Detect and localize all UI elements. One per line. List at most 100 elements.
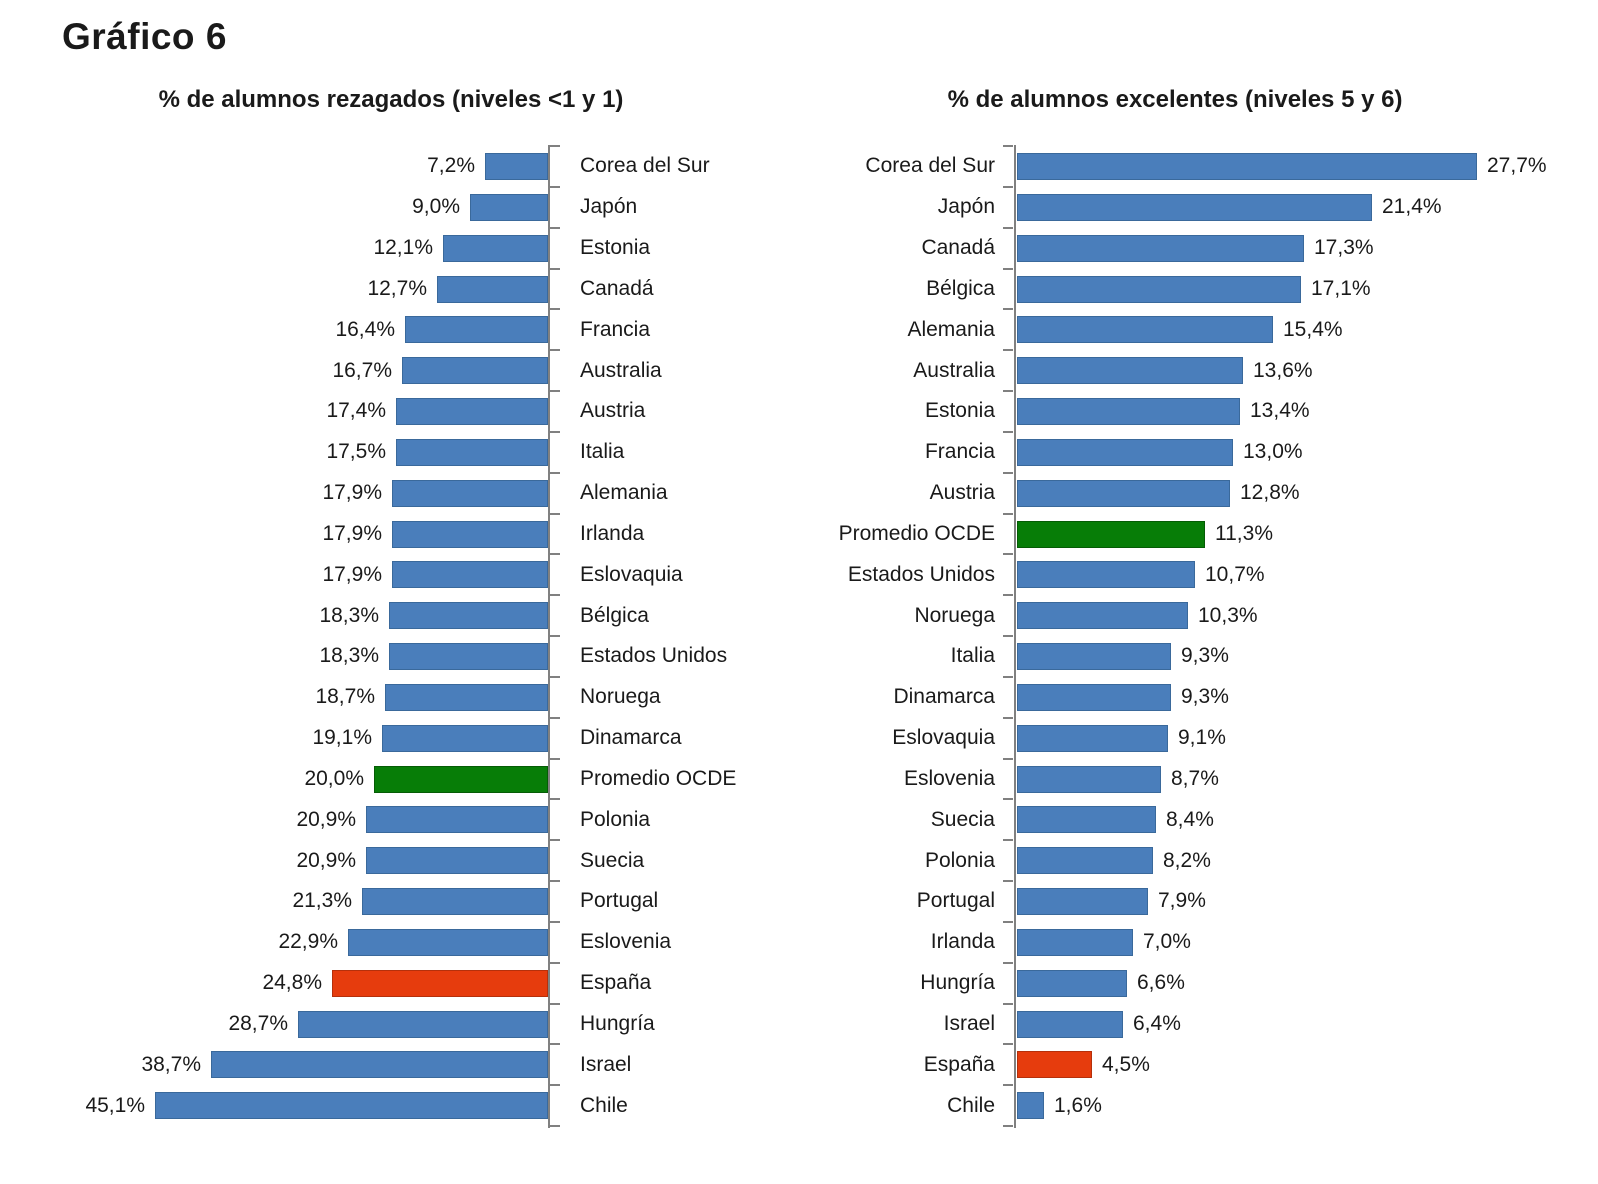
value-label: 13,4% — [1250, 399, 1310, 423]
value-label: 17,1% — [1311, 276, 1371, 300]
axis-tick — [1003, 717, 1013, 719]
category-label: Japón — [580, 195, 638, 219]
category-labels-excelentes: Corea del Sur Japón Canadá Bélgica Alemania A… — [752, 146, 995, 1126]
axis-tick — [550, 1084, 560, 1086]
bar — [405, 316, 548, 344]
axis-tick — [550, 390, 560, 392]
bar — [437, 275, 548, 303]
bar — [443, 234, 548, 262]
bar — [396, 398, 548, 425]
category-label: Promedio OCDE — [838, 521, 995, 545]
category-label: Canadá — [921, 236, 995, 260]
page-title: Gráfico 6 — [62, 16, 227, 57]
bar — [1017, 683, 1171, 711]
bar — [1017, 398, 1240, 425]
bar — [1017, 643, 1171, 670]
value-label: 8,7% — [1171, 766, 1219, 790]
value-label: 20,9% — [296, 848, 356, 872]
value-label: 45,1% — [85, 1093, 145, 1117]
bar — [382, 724, 548, 752]
category-label: Israel — [943, 1011, 995, 1035]
axis-tick — [550, 513, 560, 515]
bar-row: 7,0% — [1017, 922, 1477, 963]
bar — [1017, 561, 1195, 589]
bar-row: 1,6% — [1017, 1085, 1477, 1126]
bar-row: 17,9% — [155, 554, 548, 595]
axis-ticks-rezagados — [550, 145, 560, 1127]
axis-tick — [550, 1043, 560, 1045]
category-label: Hungría — [920, 971, 995, 995]
axis-tick — [1003, 635, 1013, 637]
category-label: Australia — [913, 358, 995, 382]
bar-row: 18,3% — [155, 636, 548, 677]
value-label: 21,3% — [292, 889, 352, 913]
category-label: Noruega — [580, 685, 661, 709]
value-label: 38,7% — [141, 1052, 201, 1076]
category-label: Italia — [950, 644, 995, 668]
value-label: 15,4% — [1283, 317, 1343, 341]
value-label: 27,7% — [1487, 154, 1547, 178]
bar-row: 17,1% — [1017, 269, 1477, 310]
bar — [392, 479, 548, 507]
bar — [1017, 316, 1273, 344]
bar — [392, 561, 548, 589]
category-label: Austria — [929, 481, 995, 505]
bar — [1017, 1010, 1123, 1038]
value-label: 10,7% — [1205, 562, 1265, 586]
axis-ticks-excelentes — [1003, 145, 1013, 1127]
axis-tick — [1003, 1125, 1013, 1127]
category-label: Eslovenia — [580, 930, 672, 954]
category-label: Eslovaquia — [892, 726, 995, 750]
bar-row: 13,0% — [1017, 432, 1477, 473]
category-label: Hungría — [580, 1011, 655, 1035]
bar-row: 21,4% — [1017, 187, 1477, 228]
bar — [389, 643, 548, 670]
category-label: Italia — [580, 440, 625, 464]
bar — [1017, 479, 1230, 507]
bar — [402, 357, 548, 385]
bar — [374, 765, 548, 793]
bar — [1017, 969, 1127, 997]
axis-tick — [1003, 962, 1013, 964]
category-label: España — [580, 971, 652, 995]
category-label: Chile — [947, 1093, 995, 1117]
category-label: Estados Unidos — [580, 644, 728, 668]
category-label: Polonia — [580, 807, 651, 831]
axis-tick — [1003, 268, 1013, 270]
axis-tick — [550, 758, 560, 760]
axis-tick — [1003, 880, 1013, 882]
bar — [1017, 1051, 1092, 1079]
axis-tick — [550, 921, 560, 923]
value-label: 20,0% — [304, 766, 364, 790]
category-label: Suecia — [930, 807, 995, 831]
bar-row: 8,4% — [1017, 799, 1477, 840]
value-label: 17,3% — [1314, 236, 1374, 260]
category-label: Francia — [924, 440, 995, 464]
chart-title-rezagados: % de alumnos rezagados (niveles <1 y 1) — [158, 86, 624, 113]
axis-tick — [1003, 308, 1013, 310]
axis-tick — [1003, 594, 1013, 596]
axis-tick — [550, 676, 560, 678]
axis-tick — [1003, 390, 1013, 392]
bar — [366, 847, 548, 875]
bar-row: 8,2% — [1017, 840, 1477, 881]
bar-row: 20,9% — [155, 799, 548, 840]
bar — [385, 683, 548, 711]
axis-tick — [1003, 839, 1013, 841]
bar-row: 20,9% — [155, 840, 548, 881]
category-label: Portugal — [580, 889, 659, 913]
value-label: 17,4% — [326, 399, 386, 423]
bar — [362, 888, 548, 915]
category-label: Portugal — [916, 889, 995, 913]
bar-row: 38,7% — [141, 1044, 548, 1085]
value-label: 18,3% — [319, 644, 379, 668]
axis-tick — [550, 268, 560, 270]
bar — [1017, 520, 1205, 548]
category-label: Dinamarca — [893, 685, 995, 709]
bar-row: 9,3% — [1017, 636, 1477, 677]
bars-area-rezagados: 7,2% 9,0% 12,1% 12,7% 16,4% 16,7% 17,4% 17,5% 17… — [85, 146, 548, 1126]
value-label: 12,7% — [367, 276, 427, 300]
bar-row: 17,5% — [155, 432, 548, 473]
axis-tick — [550, 717, 560, 719]
